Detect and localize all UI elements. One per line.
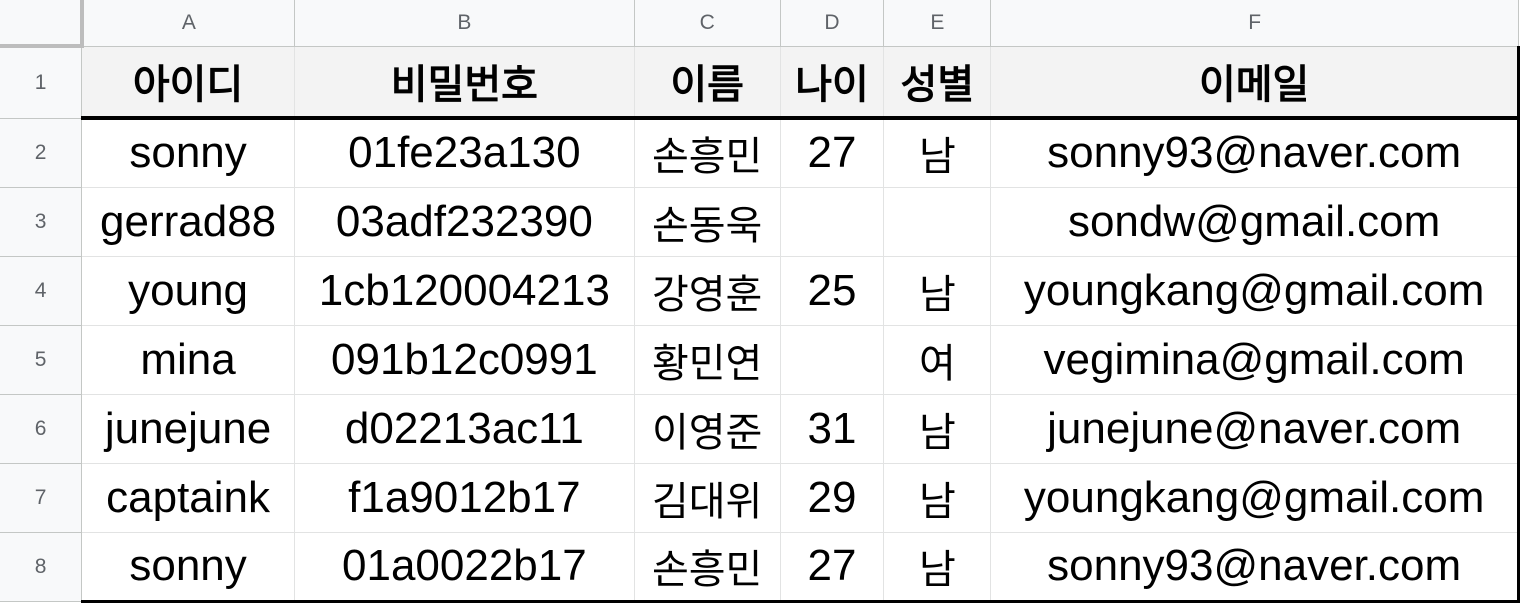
- cell-name[interactable]: 김대위: [634, 463, 781, 533]
- cell-password[interactable]: 03adf232390: [294, 187, 635, 257]
- cell-password[interactable]: 01fe23a130: [294, 118, 635, 188]
- header-cell-password[interactable]: 비밀번호: [294, 46, 635, 120]
- column-header-b[interactable]: B: [294, 0, 635, 47]
- cell-id[interactable]: junejune: [81, 394, 295, 464]
- cell-gender[interactable]: 남: [883, 463, 992, 533]
- header-cell-gender[interactable]: 성별: [883, 46, 992, 120]
- cell-age[interactable]: 27: [780, 118, 885, 188]
- cell-gender[interactable]: 남: [883, 394, 992, 464]
- cell-password[interactable]: d02213ac11: [294, 394, 635, 464]
- cell-password[interactable]: f1a9012b17: [294, 463, 635, 533]
- cell-gender[interactable]: 여: [883, 325, 992, 395]
- column-header-e[interactable]: E: [883, 0, 992, 47]
- cell-gender[interactable]: 남: [883, 532, 992, 603]
- cell-id[interactable]: gerrad88: [81, 187, 295, 257]
- cell-age[interactable]: 31: [780, 394, 885, 464]
- cell-name[interactable]: 이영준: [634, 394, 781, 464]
- cell-name[interactable]: 강영훈: [634, 256, 781, 326]
- cell-password[interactable]: 1cb120004213: [294, 256, 635, 326]
- cell-age[interactable]: [780, 187, 885, 257]
- cell-id[interactable]: captaink: [81, 463, 295, 533]
- row-header-5[interactable]: 5: [0, 325, 83, 395]
- cell-gender[interactable]: 남: [883, 256, 992, 326]
- row-header-7[interactable]: 7: [0, 463, 83, 533]
- header-cell-email[interactable]: 이메일: [990, 46, 1520, 120]
- column-header-a[interactable]: A: [81, 0, 295, 47]
- row-header-8[interactable]: 8: [0, 532, 83, 602]
- header-cell-name[interactable]: 이름: [634, 46, 781, 120]
- column-header-d[interactable]: D: [780, 0, 885, 47]
- select-all-corner[interactable]: [0, 0, 84, 48]
- cell-password[interactable]: 01a0022b17: [294, 532, 635, 603]
- cell-id[interactable]: mina: [81, 325, 295, 395]
- cell-gender[interactable]: 남: [883, 118, 992, 188]
- cell-id[interactable]: sonny: [81, 532, 295, 603]
- cell-age[interactable]: 25: [780, 256, 885, 326]
- row-header-3[interactable]: 3: [0, 187, 83, 257]
- cell-email[interactable]: youngkang@gmail.com: [990, 463, 1520, 533]
- column-header-c[interactable]: C: [634, 0, 781, 47]
- cell-name[interactable]: 손흥민: [634, 118, 781, 188]
- cell-name[interactable]: 손동욱: [634, 187, 781, 257]
- cell-email[interactable]: sonny93@naver.com: [990, 118, 1520, 188]
- row-header-4[interactable]: 4: [0, 256, 83, 326]
- cell-name[interactable]: 황민연: [634, 325, 781, 395]
- cell-name[interactable]: 손흥민: [634, 532, 781, 603]
- cell-email[interactable]: sonny93@naver.com: [990, 532, 1520, 603]
- cell-age[interactable]: 27: [780, 532, 885, 603]
- cell-gender[interactable]: [883, 187, 992, 257]
- cell-email[interactable]: youngkang@gmail.com: [990, 256, 1520, 326]
- row-header-6[interactable]: 6: [0, 394, 83, 464]
- cell-id[interactable]: sonny: [81, 118, 295, 188]
- cell-email[interactable]: sondw@gmail.com: [990, 187, 1520, 257]
- header-cell-age[interactable]: 나이: [780, 46, 885, 120]
- cell-email[interactable]: vegimina@gmail.com: [990, 325, 1520, 395]
- cell-email[interactable]: junejune@naver.com: [990, 394, 1520, 464]
- header-cell-id[interactable]: 아이디: [81, 46, 295, 120]
- column-header-f[interactable]: F: [990, 0, 1519, 47]
- cell-age[interactable]: 29: [780, 463, 885, 533]
- cell-password[interactable]: 091b12c0991: [294, 325, 635, 395]
- cell-id[interactable]: young: [81, 256, 295, 326]
- row-header-1[interactable]: 1: [0, 46, 83, 119]
- row-header-2[interactable]: 2: [0, 118, 83, 188]
- cell-age[interactable]: [780, 325, 885, 395]
